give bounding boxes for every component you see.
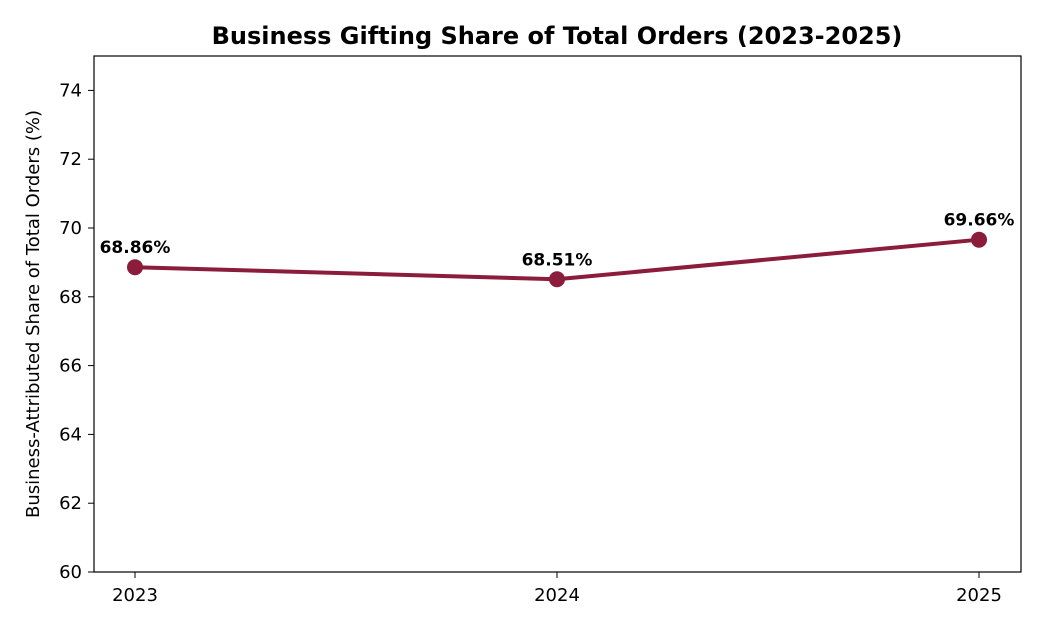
y-tick-label: 74 — [59, 80, 82, 101]
chart-title: Business Gifting Share of Total Orders (… — [212, 22, 903, 50]
y-tick-label: 64 — [59, 424, 82, 445]
x-tick-label: 2024 — [534, 585, 580, 606]
y-tick-label: 66 — [59, 356, 82, 377]
y-tick-label: 68 — [59, 287, 82, 308]
data-label-2025: 69.66% — [944, 211, 1015, 231]
x-tick-label: 2025 — [956, 585, 1002, 606]
y-tick-label: 60 — [59, 562, 82, 583]
data-points — [127, 231, 987, 288]
data-point-2023 — [127, 259, 143, 276]
data-labels: 68.86% 68.51% 69.66% — [100, 211, 1015, 271]
x-tick-label: 2023 — [112, 585, 158, 606]
plot-frame — [93, 55, 1022, 573]
y-tick-label: 72 — [59, 149, 82, 170]
y-tick-label: 62 — [59, 493, 82, 514]
y-tick-label: 70 — [59, 218, 82, 239]
data-label-2024: 68.51% — [522, 250, 593, 270]
y-axis-label: Business-Attributed Share of Total Order… — [23, 110, 44, 518]
y-axis-ticks: 60 62 64 66 68 70 72 74 — [59, 80, 94, 583]
data-point-2025 — [971, 231, 987, 248]
data-point-2024 — [549, 271, 565, 288]
plot-area — [93, 55, 1022, 573]
data-label-2023: 68.86% — [100, 238, 171, 258]
x-axis-ticks: 2023 2024 2025 — [112, 572, 1002, 606]
